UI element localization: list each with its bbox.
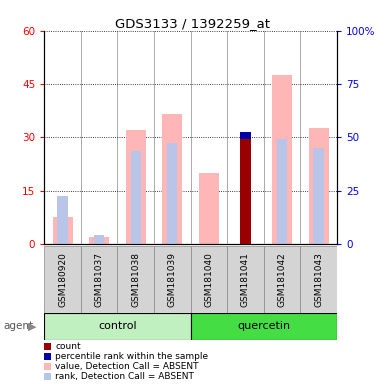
Bar [191,246,227,313]
Text: GSM181040: GSM181040 [204,252,213,307]
Text: GSM181041: GSM181041 [241,252,250,307]
Bar [277,139,287,244]
Bar [81,246,117,313]
Bar [191,313,337,340]
Bar [44,246,81,313]
Bar [199,173,219,244]
Text: control: control [98,321,137,331]
Bar [117,246,154,313]
Text: percentile rank within the sample: percentile rank within the sample [55,352,208,361]
Text: GSM181042: GSM181042 [278,252,286,307]
Bar [264,246,300,313]
Bar [126,130,146,244]
Text: value, Detection Call = ABSENT: value, Detection Call = ABSENT [55,362,199,371]
Bar [44,313,191,340]
Bar [227,246,264,313]
Bar [52,217,73,244]
Bar [57,196,68,244]
Bar [300,246,337,313]
Text: ▶: ▶ [28,321,36,331]
Text: count: count [55,342,81,351]
Bar [162,114,182,244]
Bar [313,148,324,244]
Text: GSM181037: GSM181037 [95,252,104,307]
Bar [131,152,141,244]
Text: agent: agent [4,321,34,331]
Text: GSM181038: GSM181038 [131,252,140,307]
Bar [240,139,251,244]
Bar [154,246,191,313]
Text: GSM181039: GSM181039 [168,252,177,307]
Bar [94,235,104,244]
Text: GSM181043: GSM181043 [314,252,323,307]
Text: quercetin: quercetin [237,321,290,331]
Bar [272,75,292,244]
Text: rank, Detection Call = ABSENT: rank, Detection Call = ABSENT [55,372,194,381]
Bar [240,132,251,139]
Bar [89,237,109,244]
Bar [167,142,177,244]
Text: GSM180920: GSM180920 [58,252,67,307]
Bar [308,128,329,244]
Text: GDS3133 / 1392259_at: GDS3133 / 1392259_at [115,17,270,30]
